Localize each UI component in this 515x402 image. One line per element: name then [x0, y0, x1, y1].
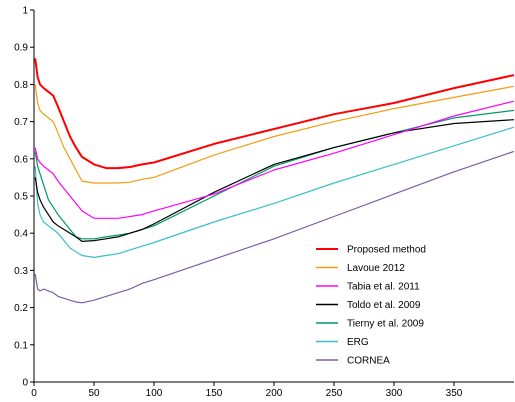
legend-label-lavoue-2012: Lavoue 2012 [347, 263, 405, 274]
y-tick-label: 0.3 [14, 266, 28, 277]
tick-labels: 0 0.1 0.2 0.3 0.4 0.5 0.6 0.7 0.8 0.9 1 0 50 100 150 20… [14, 6, 463, 400]
x-tick-label: 100 [146, 388, 163, 399]
y-tick-label: 0.9 [14, 43, 28, 54]
tick-marks [30, 9, 455, 386]
series-line-tabia-et-al-2011 [34, 100, 515, 219]
x-tick-label: 0 [31, 388, 37, 399]
y-tick-label: 0.5 [14, 192, 28, 203]
y-tick-label: 0.2 [14, 303, 28, 314]
x-tick-label: 50 [88, 388, 100, 399]
series-line-proposed-method [34, 58, 515, 170]
series-line-lavoue-2012 [34, 84, 515, 184]
y-tick-label: 0.7 [14, 117, 28, 128]
series-line-tierny-et-al-2009 [34, 109, 515, 240]
legend-label-proposed-method: Proposed method [347, 245, 426, 256]
y-tick-label: 0.8 [14, 80, 28, 91]
y-tick-label: 0.6 [14, 154, 28, 165]
legend-label-toldo-et-al-2009: Toldo et al. 2009 [347, 300, 421, 311]
y-tick-label: 0.1 [14, 340, 28, 351]
axes [33, 10, 514, 383]
legend-label-cornea: CORNEA [347, 356, 390, 367]
legend-label-tabia-et-al-2011: Tabia et al. 2011 [347, 282, 420, 293]
x-tick-label: 300 [386, 388, 403, 399]
series-line-cornea [34, 150, 515, 304]
legend-label-tierny-et-al-2009: Tierny et al. 2009 [347, 319, 424, 330]
series-line-erg [34, 126, 515, 258]
x-tick-label: 150 [206, 388, 223, 399]
legend-label-erg: ERG [347, 337, 369, 348]
x-tick-label: 350 [446, 388, 463, 399]
x-tick-label: 250 [326, 388, 343, 399]
series-line-toldo-et-al-2009 [34, 119, 515, 242]
y-tick-label: 0 [22, 378, 28, 389]
legend: Proposed method Lavoue 2012 Tabia et al. 2… [316, 245, 426, 367]
y-tick-label: 0.4 [14, 229, 28, 240]
series-lines [34, 58, 515, 304]
y-tick-label: 1 [22, 6, 28, 17]
x-tick-label: 200 [266, 388, 283, 399]
